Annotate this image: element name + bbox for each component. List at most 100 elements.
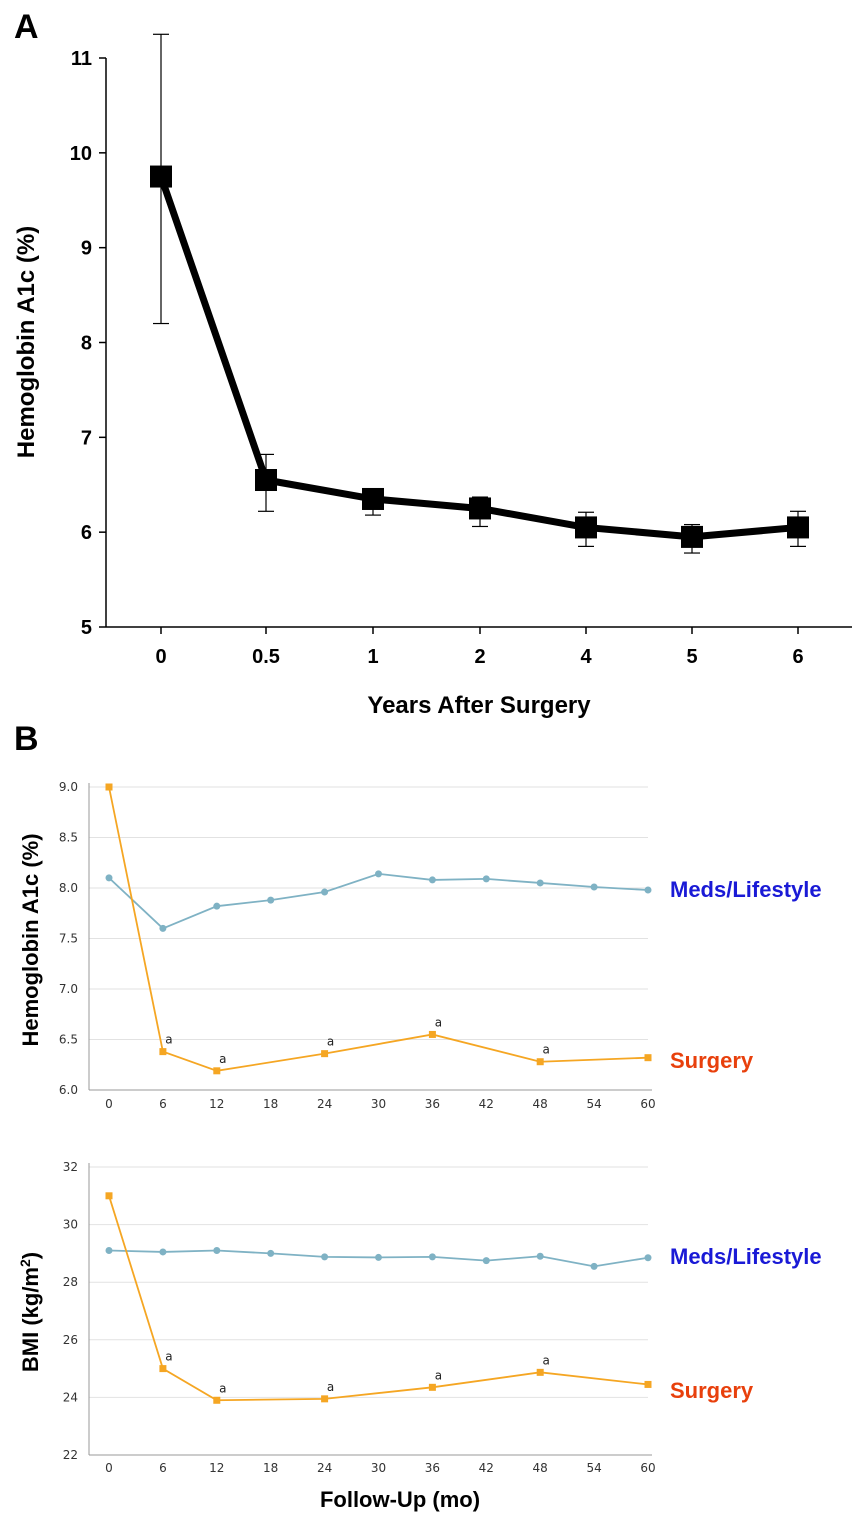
y-axis-label: Hemoglobin A1c (%) <box>18 833 43 1046</box>
meds-series-line <box>108 872 649 930</box>
x-tick-label: 54 <box>586 1097 601 1111</box>
x-tick-label: 48 <box>533 1461 548 1475</box>
significance-annotation: a <box>327 1035 334 1049</box>
meds-data-point <box>536 879 544 887</box>
surgery-data-point <box>105 1192 113 1200</box>
x-tick-label: 42 <box>479 1097 494 1111</box>
y-tick-label: 6.0 <box>59 1083 78 1097</box>
surgery-data-point <box>159 1365 167 1373</box>
y-tick-label: 26 <box>63 1333 78 1347</box>
x-tick-label: 18 <box>263 1461 278 1475</box>
significance-annotation: a <box>435 1368 442 1382</box>
y-tick-label: 5 <box>81 617 92 639</box>
y-axis-label-main: BMI (kg/m <box>18 1267 43 1372</box>
meds-data-point <box>213 902 221 910</box>
meds-data-point <box>213 1247 221 1255</box>
x-tick-label: 42 <box>479 1461 494 1475</box>
surgery-data-point <box>536 1058 544 1066</box>
y-tick-label: 7.5 <box>59 932 78 946</box>
surgery-data-point <box>428 1030 436 1038</box>
y-axis-label-end: ) <box>18 1252 43 1259</box>
surgery-data-point <box>321 1050 329 1058</box>
meds-data-point <box>159 1248 167 1256</box>
data-point <box>255 469 277 492</box>
legend-meds-lifestyle-bottom: Meds/Lifestyle <box>670 1244 822 1269</box>
chart-b-bmi: 22 24 26 28 30 32 0 6 12 18 24 30 36 42 48 54 60 a a a a a Fol… <box>17 1160 656 1512</box>
x-axis-label: Years After Surgery <box>367 692 591 719</box>
x-tick-label: 5 <box>686 646 697 668</box>
x-tick-label: 18 <box>263 1097 278 1111</box>
y-tick-label: 6 <box>81 522 92 544</box>
y-tick-label: 24 <box>63 1390 78 1404</box>
y-tick-label: 9.0 <box>59 780 78 794</box>
y-tick-label: 9 <box>81 238 92 260</box>
y-axis-label: Hemoglobin A1c (%) <box>13 226 40 458</box>
y-tick-label: 7.0 <box>59 982 78 996</box>
meds-data-point <box>590 883 598 891</box>
meds-data-point <box>321 1253 329 1261</box>
legend-surgery-top: Surgery <box>670 1048 754 1073</box>
significance-annotation: a <box>543 1043 550 1057</box>
meds-data-point <box>644 886 652 894</box>
x-tick-label: 60 <box>640 1097 655 1111</box>
y-tick-label: 7 <box>81 427 92 449</box>
surgery-data-point <box>644 1380 652 1388</box>
significance-annotation: a <box>219 1052 226 1066</box>
significance-annotation: a <box>327 1380 334 1394</box>
surgery-data-point <box>644 1054 652 1062</box>
x-tick-label: 54 <box>586 1461 601 1475</box>
panel-a-letter: A <box>14 8 39 46</box>
x-tick-label: 6 <box>159 1097 167 1111</box>
meds-data-point <box>321 888 329 896</box>
y-axis-label: BMI (kg/m2) <box>17 1252 43 1372</box>
x-tick-label: 0 <box>155 646 166 668</box>
meds-data-point <box>105 874 113 882</box>
x-tick-label: 36 <box>425 1461 440 1475</box>
surgery-data-point <box>159 1048 167 1056</box>
meds-data-point <box>159 924 167 932</box>
significance-annotation: a <box>219 1381 226 1395</box>
significance-annotation: a <box>435 1015 442 1029</box>
x-tick-label: 24 <box>317 1461 332 1475</box>
data-point <box>150 165 172 188</box>
significance-annotation: a <box>543 1353 550 1367</box>
surgery-data-point <box>428 1383 436 1391</box>
significance-annotation: a <box>165 1033 172 1047</box>
y-tick-label: 8 <box>81 333 92 355</box>
x-tick-label: 24 <box>317 1097 332 1111</box>
x-tick-label: 0 <box>105 1097 113 1111</box>
chart-a: 5 6 7 8 9 10 11 0 0.5 1 2 4 5 6 Years After Surgery Hem… <box>13 33 852 719</box>
x-tick-label: 48 <box>533 1097 548 1111</box>
meds-data-point <box>590 1262 598 1270</box>
x-tick-label: 1 <box>367 646 378 668</box>
y-tick-label: 8.5 <box>59 831 78 845</box>
x-tick-label: 2 <box>474 646 485 668</box>
legend-surgery-bottom: Surgery <box>670 1378 754 1403</box>
y-tick-label: 6.5 <box>59 1033 78 1047</box>
surgery-series-line <box>108 786 649 1072</box>
y-axis-label-superscript: 2 <box>17 1259 33 1267</box>
meds-data-point <box>375 870 382 878</box>
data-point <box>469 497 491 520</box>
data-point <box>681 525 703 548</box>
y-tick-label: 11 <box>71 48 92 70</box>
data-point <box>362 487 384 510</box>
meds-data-point <box>267 1249 275 1257</box>
meds-data-point <box>644 1254 652 1262</box>
x-tick-label: 60 <box>640 1461 655 1475</box>
surgery-data-point <box>213 1067 221 1075</box>
meds-data-point <box>428 876 436 884</box>
data-point <box>575 516 597 539</box>
meds-data-point <box>267 896 275 904</box>
meds-data-point <box>482 875 490 883</box>
x-tick-label: 6 <box>159 1461 167 1475</box>
meds-data-point <box>428 1253 436 1261</box>
y-tick-label: 30 <box>63 1218 78 1232</box>
y-tick-label: 8.0 <box>59 881 78 895</box>
panel-b-letter: B <box>14 720 39 758</box>
x-tick-label: 6 <box>792 646 803 668</box>
x-tick-label: 4 <box>580 646 592 668</box>
surgery-series-line <box>108 1195 649 1402</box>
surgery-data-point <box>105 783 113 791</box>
